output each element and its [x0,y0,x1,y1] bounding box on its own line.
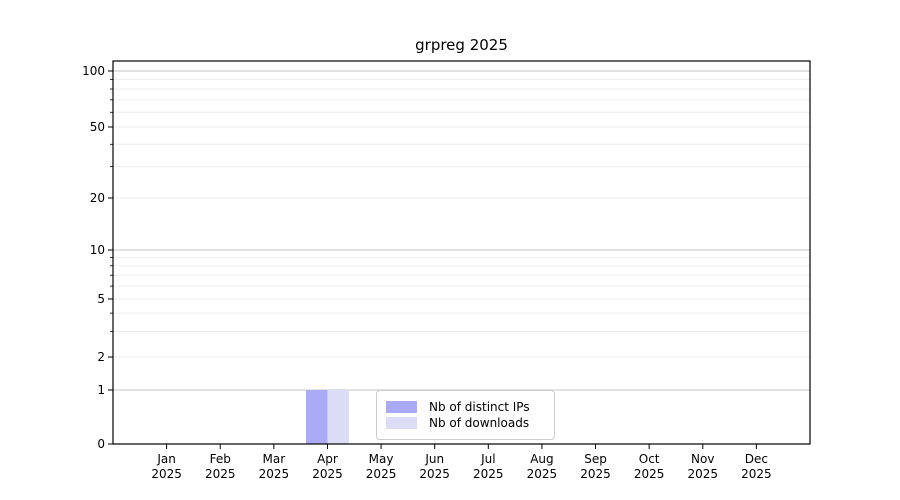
x-tick-label-year-apr: 2025 [312,467,343,481]
x-tick-label-year-jan: 2025 [151,467,182,481]
x-tick-label-year-may: 2025 [366,467,397,481]
legend-item-downloads: Nb of downloads [386,415,544,431]
legend-item-distinct-ips: Nb of distinct IPs [386,399,544,415]
x-tick-label-year-oct: 2025 [634,467,665,481]
x-tick-label-year-nov: 2025 [687,467,718,481]
x-tick-label-month-dec: Dec [745,452,768,466]
x-tick-label-month-jul: Jul [480,452,495,466]
x-tick-label-month-aug: Aug [530,452,553,466]
plot-border [112,60,811,445]
x-tick-label-month-may: May [369,452,394,466]
legend-swatch-distinct-ips [386,401,417,413]
legend: Nb of distinct IPs Nb of downloads [376,390,555,440]
legend-swatch-downloads [386,417,417,429]
y-tick-label-100: 100 [82,64,105,78]
y-tick-label-1: 1 [97,383,105,397]
x-tick-label-year-jun: 2025 [419,467,450,481]
legend-label-downloads: Nb of downloads [429,416,530,430]
y-tick-label-10: 10 [90,243,105,257]
x-tick-label-year-mar: 2025 [259,467,290,481]
x-tick-label-year-feb: 2025 [205,467,236,481]
bar-distinct-ips-apr [306,390,328,444]
legend-label-distinct-ips: Nb of distinct IPs [429,400,530,414]
x-tick-label-year-dec: 2025 [741,467,772,481]
y-tick-label-20: 20 [90,191,105,205]
x-tick-label-month-apr: Apr [317,452,338,466]
x-tick-label-year-aug: 2025 [527,467,558,481]
chart-title: grpreg 2025 [415,36,508,54]
x-tick-label-month-jan: Jan [156,452,176,466]
y-tick-label-2: 2 [97,350,105,364]
y-tick-label-0: 0 [97,437,105,451]
x-tick-label-month-feb: Feb [210,452,231,466]
x-tick-label-year-jul: 2025 [473,467,504,481]
y-tick-label-5: 5 [97,292,105,306]
x-tick-label-month-sep: Sep [584,452,607,466]
x-tick-label-month-oct: Oct [639,452,660,466]
bar-downloads-apr [327,390,349,444]
x-tick-label-month-jun: Jun [424,452,444,466]
x-tick-label-month-nov: Nov [691,452,714,466]
x-tick-label-month-mar: Mar [263,452,286,466]
y-tick-label-50: 50 [90,120,105,134]
x-tick-label-year-sep: 2025 [580,467,611,481]
